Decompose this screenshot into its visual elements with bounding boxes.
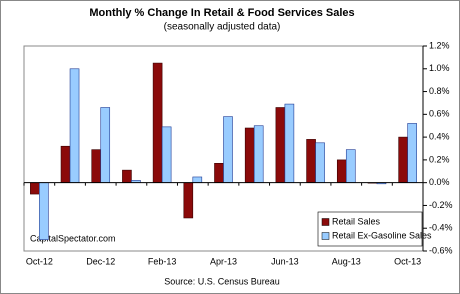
bar <box>214 163 224 183</box>
bar <box>30 182 40 195</box>
chart-subtitle: (seasonally adjusted data) <box>164 22 281 33</box>
watermark: CapitalSpectator.com <box>30 233 116 243</box>
bar <box>60 145 71 183</box>
legend-label: Retail Ex-Gasoline Sales <box>332 230 432 240</box>
legend-swatch <box>321 218 330 226</box>
x-tick-label: Oct-12 <box>26 256 53 266</box>
bar <box>161 126 172 183</box>
legend-box <box>317 211 423 247</box>
source-note: Source: U.S. Census Bureau <box>164 276 280 286</box>
chart-title: Monthly % Change In Retail & Food Servic… <box>89 7 354 19</box>
legend-label: Retail Sales <box>332 216 381 226</box>
y-tick-label: -0.6% <box>429 245 453 255</box>
y-tick-label: 0.0% <box>429 177 450 187</box>
bar <box>275 107 286 183</box>
x-tick-label: Jun-13 <box>271 256 299 266</box>
bar <box>192 176 203 183</box>
bar <box>407 123 417 183</box>
bar <box>284 103 295 183</box>
bar <box>253 125 264 183</box>
y-tick-label: 0.6% <box>429 109 450 119</box>
bar <box>345 149 356 183</box>
bar <box>91 149 102 183</box>
bar <box>100 107 111 183</box>
y-tick-label: 0.4% <box>429 131 450 141</box>
y-tick-label: 1.0% <box>429 63 450 73</box>
bar <box>336 159 347 183</box>
bar <box>223 116 233 183</box>
legend-swatch <box>321 232 330 240</box>
bar <box>183 182 194 219</box>
bar <box>398 136 408 183</box>
x-tick-label: Dec-12 <box>86 256 115 266</box>
bar <box>39 182 49 240</box>
x-tick-label: Apr-13 <box>210 256 237 266</box>
y-tick-label: 1.2% <box>429 40 450 50</box>
x-tick-label: Oct-13 <box>394 256 421 266</box>
y-tick-label: 0.2% <box>429 154 450 164</box>
bar <box>69 68 80 183</box>
bar <box>122 169 132 183</box>
bar <box>315 142 325 183</box>
bar <box>306 139 316 183</box>
bar <box>244 127 255 183</box>
y-tick-label: -0.2% <box>429 200 453 210</box>
y-tick-label: 0.8% <box>429 86 450 96</box>
bar <box>152 62 163 183</box>
x-tick-label: Feb-13 <box>148 256 177 266</box>
y-tick-label: -0.4% <box>429 223 453 233</box>
x-tick-label: Aug-13 <box>332 256 361 266</box>
